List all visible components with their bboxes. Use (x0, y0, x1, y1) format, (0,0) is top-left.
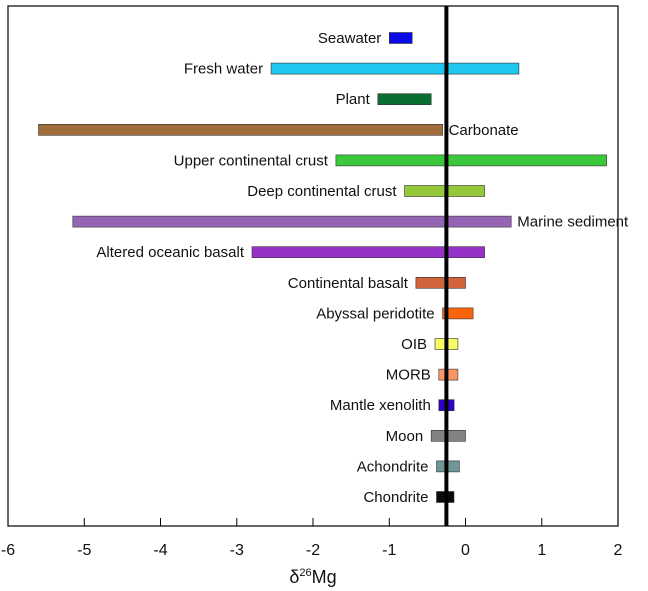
range-bar-continental-basalt (415, 276, 466, 289)
range-labels: Seawater Fresh water Plant Carbonate Upper c… (96, 30, 629, 506)
range-bar-upper-continental-crust (335, 154, 607, 167)
range-label-mantle-xenolith: Mantle xenolith (330, 397, 431, 414)
range-bars (38, 32, 607, 503)
range-label-carbonate: Carbonate (449, 122, 519, 139)
range-bar-seawater (388, 32, 413, 44)
x-axis-title-superscript: 26 (299, 567, 311, 579)
range-bar-carbonate (38, 124, 443, 136)
range-label-achondrite: Achondrite (357, 458, 429, 475)
range-label-deep-continental-crust: Deep continental crust (247, 183, 397, 200)
range-label-oib: OIB (401, 336, 427, 353)
range-bar-plant (377, 93, 432, 105)
range-label-fresh-water: Fresh water (184, 61, 263, 78)
range-label-seawater: Seawater (318, 30, 381, 47)
x-axis-title-delta: δ (289, 567, 299, 587)
range-label-morb: MORB (386, 367, 431, 384)
range-label-altered-oceanic-basalt: Altered oceanic basalt (96, 244, 244, 261)
x-tick-label: -6 (1, 542, 15, 559)
x-tick-label: 2 (614, 542, 623, 559)
range-bar-abyssal-peridotite (442, 307, 474, 320)
x-tick-label: -5 (77, 542, 91, 559)
range-bar-marine-sediment (72, 215, 512, 228)
range-label-abyssal-peridotite: Abyssal peridotite (316, 305, 434, 322)
range-bar-fresh-water (270, 62, 520, 75)
x-tick-label: -2 (306, 542, 320, 559)
x-tick-label: -1 (382, 542, 396, 559)
x-tick-label: -4 (153, 542, 167, 559)
range-label-continental-basalt: Continental basalt (288, 275, 409, 292)
x-tick-label: -3 (230, 542, 244, 559)
x-tick-label: 1 (537, 542, 546, 559)
range-label-upper-continental-crust: Upper continental crust (174, 152, 329, 169)
range-bar-altered-oceanic-basalt (251, 246, 485, 258)
x-axis-title: δ26Mg (289, 567, 336, 587)
range-label-chondrite: Chondrite (363, 489, 428, 506)
plot-frame (7, 5, 619, 527)
range-label-moon: Moon (386, 428, 424, 445)
x-axis-ticks: -6 -5 -4 -3 -2 -1 0 1 2 (1, 518, 623, 559)
range-label-marine-sediment: Marine sediment (517, 214, 629, 231)
x-tick-label: 0 (461, 542, 470, 559)
range-label-plant: Plant (336, 91, 371, 108)
x-axis-title-element: Mg (312, 567, 337, 587)
